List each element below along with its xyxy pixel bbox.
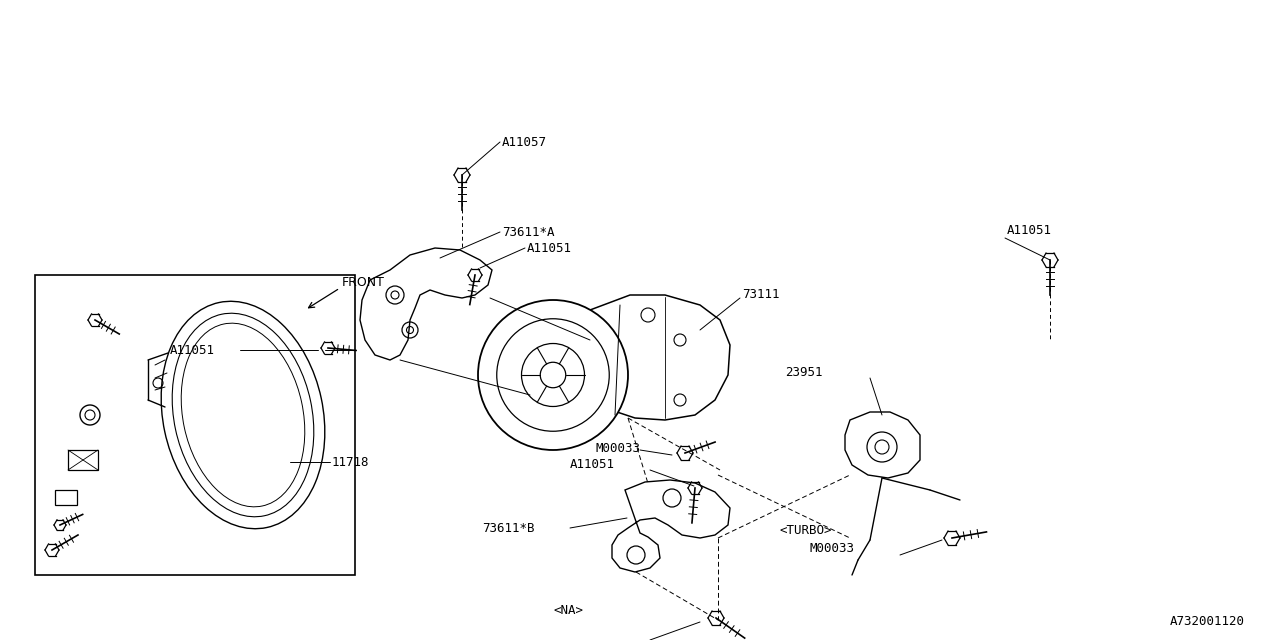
Text: 23951: 23951 [785, 365, 823, 378]
Bar [35, 275, 355, 575]
Text: <TURBO>: <TURBO> [780, 524, 832, 536]
Text: A11051: A11051 [170, 344, 215, 356]
Circle shape [477, 300, 628, 450]
Text: A11051: A11051 [527, 241, 572, 255]
Polygon shape [612, 480, 730, 572]
Text: <NA>: <NA> [553, 604, 582, 616]
Text: 73111: 73111 [742, 289, 780, 301]
Text: M00033: M00033 [595, 442, 640, 454]
Text: 73611*A: 73611*A [502, 225, 554, 239]
Text: A11051: A11051 [1007, 223, 1052, 237]
Polygon shape [582, 295, 730, 420]
Text: A732001120: A732001120 [1170, 615, 1245, 628]
Polygon shape [845, 412, 920, 478]
Text: A11051: A11051 [570, 458, 614, 472]
Text: A11057: A11057 [502, 136, 547, 148]
Text: M00033: M00033 [810, 541, 855, 554]
Text: 11718: 11718 [332, 456, 370, 468]
Bar [68, 450, 99, 470]
Text: FRONT: FRONT [342, 275, 385, 289]
Text: 73611*B: 73611*B [483, 522, 535, 534]
Bar [55, 490, 77, 505]
